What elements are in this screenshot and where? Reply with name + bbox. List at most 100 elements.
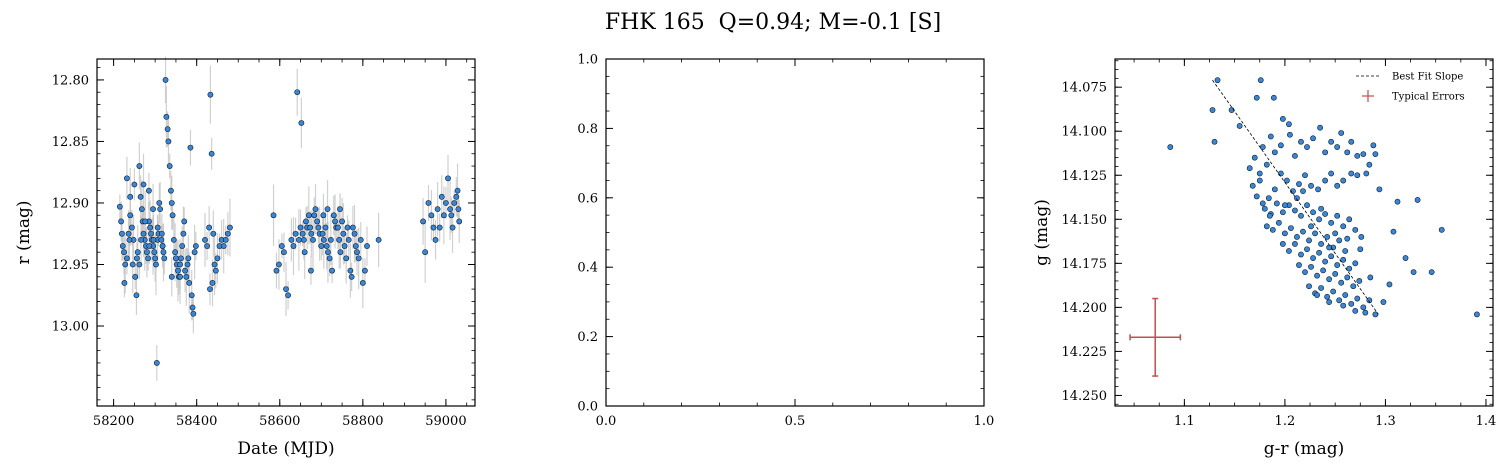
- data-point: [1366, 297, 1373, 304]
- data-point: [183, 273, 190, 280]
- data-point: [159, 243, 166, 249]
- data-point: [312, 206, 319, 213]
- data-point: [1281, 202, 1288, 209]
- data-point: [1314, 272, 1320, 279]
- data-point: [1340, 223, 1347, 230]
- data-point: [124, 175, 130, 182]
- data-point: [1322, 177, 1329, 184]
- data-point: [1287, 131, 1293, 138]
- data-point: [143, 249, 150, 256]
- data-point: [1308, 223, 1314, 230]
- data-point: [1350, 283, 1357, 290]
- data-point: [166, 163, 173, 169]
- data-point: [1376, 186, 1383, 193]
- y-tick-label: 0.8: [577, 122, 598, 137]
- data-point: [212, 267, 219, 274]
- data-point: [1372, 311, 1379, 318]
- data-point: [362, 267, 368, 274]
- data-point: [136, 261, 143, 268]
- y-tick-label: 14.175: [1062, 257, 1108, 272]
- data-point: [125, 230, 132, 237]
- x-axis-label: g-r (mag): [1264, 439, 1345, 459]
- data-point: [1328, 138, 1335, 145]
- data-point: [150, 236, 157, 243]
- data-point: [1296, 262, 1302, 268]
- data-point: [438, 193, 445, 200]
- data-point: [276, 261, 282, 268]
- data-point: [1410, 269, 1417, 276]
- data-point: [158, 236, 165, 243]
- y-tick-label: 14.100: [1062, 125, 1108, 140]
- data-point: [1281, 230, 1288, 237]
- data-point: [336, 236, 343, 243]
- x-tick-label: 58400: [176, 414, 217, 429]
- data-points: [1167, 77, 1480, 318]
- data-point: [310, 236, 316, 243]
- data-point: [297, 224, 304, 231]
- data-point: [220, 243, 227, 249]
- data-point: [1372, 151, 1379, 158]
- data-point: [314, 218, 321, 225]
- data-point: [168, 273, 175, 280]
- data-point: [1211, 138, 1218, 145]
- data-point: [1334, 262, 1341, 268]
- y-tick-label: 14.125: [1062, 169, 1108, 184]
- data-point: [182, 267, 188, 274]
- data-point: [169, 212, 176, 219]
- data-point: [1367, 274, 1374, 281]
- data-point: [349, 224, 356, 231]
- data-point: [210, 230, 217, 237]
- data-point: [357, 236, 364, 243]
- data-point: [1340, 256, 1347, 263]
- data-point: [455, 206, 462, 213]
- data-point: [124, 255, 130, 262]
- data-point: [1348, 300, 1355, 307]
- data-point: [290, 243, 297, 249]
- data-point: [1263, 223, 1270, 230]
- data-point: [133, 255, 140, 262]
- data-point: [1308, 182, 1314, 189]
- data-point: [204, 243, 210, 249]
- data-point: [335, 224, 341, 231]
- data-point: [1318, 205, 1324, 212]
- x-tick-label: 1.0: [974, 414, 995, 429]
- data-point: [315, 224, 322, 231]
- data-point: [1346, 265, 1353, 272]
- data-point: [1259, 200, 1266, 207]
- y-axis-label: r (mag): [14, 201, 34, 265]
- data-point: [318, 243, 325, 249]
- data-point: [354, 249, 360, 256]
- data-point: [158, 230, 165, 237]
- data-point: [127, 193, 134, 200]
- data-point: [1328, 170, 1335, 177]
- legend: Best Fit Slope Typical Errors: [1356, 72, 1465, 103]
- data-point: [142, 218, 149, 225]
- x-tick-label: 58600: [259, 414, 300, 429]
- data-point: [1344, 149, 1351, 156]
- data-point: [425, 200, 432, 206]
- data-point: [187, 144, 194, 151]
- data-point: [1390, 228, 1397, 235]
- data-point: [1316, 249, 1322, 256]
- data-point: [1302, 269, 1308, 276]
- data-point: [1279, 209, 1286, 216]
- data-point: [320, 236, 327, 243]
- y-tick-label: 14.200: [1062, 301, 1108, 316]
- data-point: [270, 212, 277, 219]
- data-point: [146, 187, 152, 194]
- y-tick-label: 0.0: [577, 400, 598, 415]
- data-point: [119, 230, 125, 237]
- data-point: [1209, 107, 1216, 113]
- data-point: [329, 267, 336, 274]
- x-tick-label: 58200: [93, 414, 134, 429]
- data-point: [1294, 195, 1300, 202]
- data-point: [1300, 188, 1306, 195]
- data-point: [177, 261, 183, 268]
- data-point: [180, 230, 187, 237]
- data-point: [343, 255, 350, 262]
- data-point: [1352, 260, 1359, 267]
- data-point: [128, 224, 135, 231]
- data-point: [1300, 228, 1306, 235]
- data-point: [154, 224, 161, 231]
